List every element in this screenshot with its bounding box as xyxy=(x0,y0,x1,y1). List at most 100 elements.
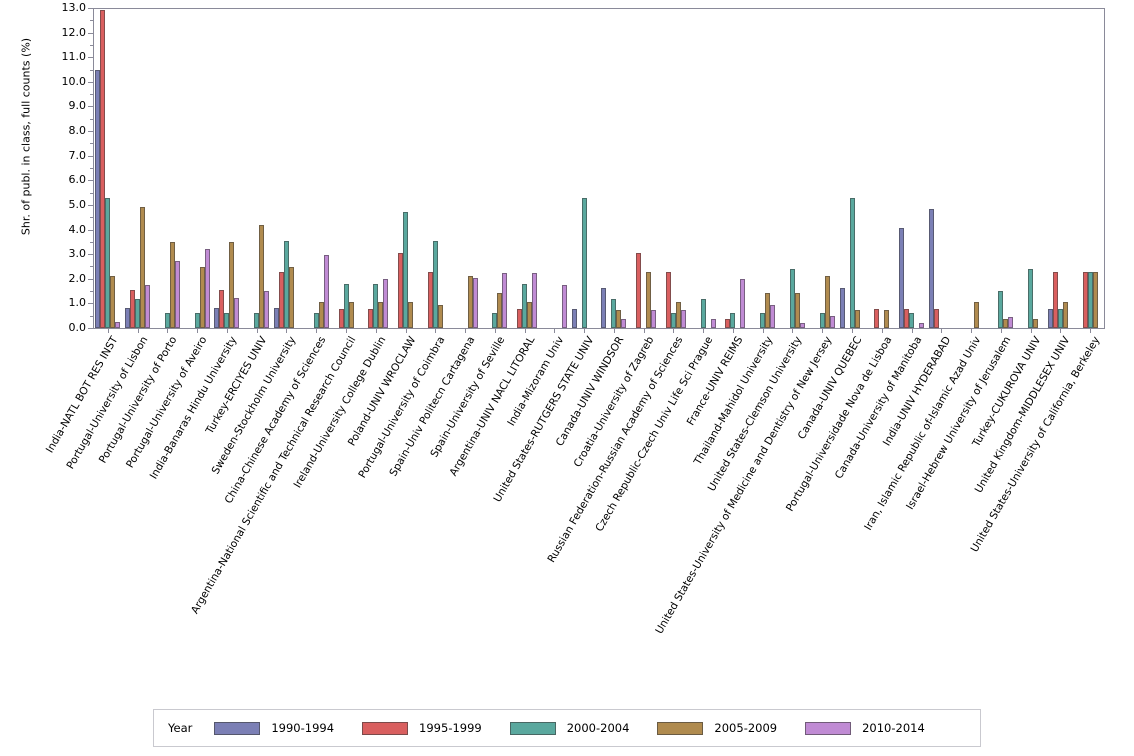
legend-item[interactable]: 2010-2014 xyxy=(805,721,925,735)
y-axis-minor-tick xyxy=(90,118,93,120)
bar xyxy=(522,283,528,328)
x-axis-tick-mark xyxy=(732,329,734,333)
y-axis-tick-mark xyxy=(88,229,93,231)
legend-label: 2010-2014 xyxy=(862,721,925,735)
x-axis-tick-mark xyxy=(435,329,437,333)
y-axis-tick-mark xyxy=(88,57,93,59)
bar xyxy=(437,304,443,328)
bar xyxy=(646,271,652,328)
y-axis-minor-tick xyxy=(90,94,93,96)
bar xyxy=(378,302,384,328)
x-axis-tick-mark xyxy=(524,329,526,333)
legend-item[interactable]: 1990-1994 xyxy=(214,721,334,735)
bar-group xyxy=(691,8,716,328)
bar xyxy=(199,266,205,328)
bar xyxy=(636,252,642,328)
y-axis-title: Shr. of publ. in class, full counts (%) xyxy=(19,37,33,236)
bar xyxy=(670,312,676,328)
bar xyxy=(740,278,746,328)
bar xyxy=(919,322,925,328)
y-axis-minor-tick xyxy=(90,315,93,317)
y-axis-tick-label: 11.0 xyxy=(61,50,87,64)
bar xyxy=(214,307,220,328)
legend-item[interactable]: 2000-2004 xyxy=(509,721,629,735)
x-axis-tick-mark xyxy=(1090,329,1092,333)
bar-group xyxy=(423,8,448,328)
bar xyxy=(1028,269,1034,328)
bar-group xyxy=(720,8,746,328)
bar xyxy=(194,312,200,328)
x-axis-tick-mark xyxy=(554,329,556,333)
bar-group xyxy=(482,8,508,328)
y-axis-tick-label: 2.0 xyxy=(68,271,87,285)
legend-label: 1995-1999 xyxy=(419,721,482,735)
y-axis-minor-tick xyxy=(90,217,93,219)
bar-group xyxy=(393,8,418,328)
y-axis-tick-mark xyxy=(88,328,93,329)
y-axis-tick-label: 5.0 xyxy=(68,197,87,211)
bar xyxy=(794,293,800,328)
bar xyxy=(408,302,414,328)
x-axis-tick-mark xyxy=(584,329,586,333)
y-axis-minor-tick xyxy=(90,192,93,194)
bar xyxy=(115,321,121,328)
y-axis-tick-label: 13.0 xyxy=(61,1,87,14)
x-axis-tick-mark xyxy=(673,329,675,333)
bar-group xyxy=(363,8,389,328)
legend-swatch xyxy=(362,721,409,735)
x-axis-tick-mark xyxy=(316,329,318,333)
bar xyxy=(527,302,533,328)
bar-group xyxy=(810,8,835,328)
x-axis-tick-mark xyxy=(405,329,407,333)
legend-item[interactable]: 1995-1999 xyxy=(362,721,482,735)
bar xyxy=(611,298,617,328)
y-axis-minor-tick xyxy=(90,266,93,268)
bar xyxy=(998,291,1004,328)
y-axis-minor-tick xyxy=(90,44,93,46)
bar xyxy=(824,275,830,328)
bar xyxy=(273,307,279,328)
y-axis-tick-mark xyxy=(88,303,93,305)
y-axis-tick-label: 3.0 xyxy=(68,247,87,261)
bar-group xyxy=(928,8,954,328)
bar-group xyxy=(571,8,597,328)
bar xyxy=(219,289,225,328)
y-axis-tick-label: 4.0 xyxy=(68,222,87,236)
x-axis-tick-mark xyxy=(1030,329,1032,333)
bar xyxy=(224,312,230,328)
bar-group xyxy=(334,8,359,328)
bar xyxy=(1082,271,1088,328)
x-axis-tick-mark xyxy=(762,329,764,333)
bar xyxy=(427,271,433,328)
bar xyxy=(229,241,235,328)
y-axis-tick-mark xyxy=(88,131,93,133)
legend-item[interactable]: 2005-2009 xyxy=(657,721,777,735)
legend-swatch xyxy=(805,721,852,735)
bar xyxy=(1092,271,1098,328)
x-axis-tick-mark xyxy=(881,329,883,333)
bar-group xyxy=(839,8,865,328)
y-axis-tick-mark xyxy=(88,81,93,83)
bar xyxy=(135,298,141,328)
bar xyxy=(145,284,151,328)
bar xyxy=(348,302,354,328)
x-axis-tick-mark xyxy=(197,329,199,333)
bar xyxy=(1003,319,1009,328)
bar-group xyxy=(273,8,299,328)
bar xyxy=(100,10,106,328)
y-axis-tick-label: 10.0 xyxy=(61,74,87,88)
x-axis-tick-mark xyxy=(494,329,496,333)
bar xyxy=(368,308,374,328)
x-axis-tick-mark xyxy=(911,329,913,333)
bar xyxy=(472,278,478,328)
bar-group xyxy=(750,8,776,328)
bar xyxy=(95,69,101,328)
bar xyxy=(283,240,289,328)
bar xyxy=(884,310,890,328)
bar-group xyxy=(244,8,270,328)
legend-swatch xyxy=(214,721,261,735)
x-axis-tick-mark xyxy=(256,329,258,333)
bar xyxy=(403,211,409,328)
y-axis-tick-mark xyxy=(88,155,93,157)
y-axis-tick-label: 7.0 xyxy=(68,148,87,162)
